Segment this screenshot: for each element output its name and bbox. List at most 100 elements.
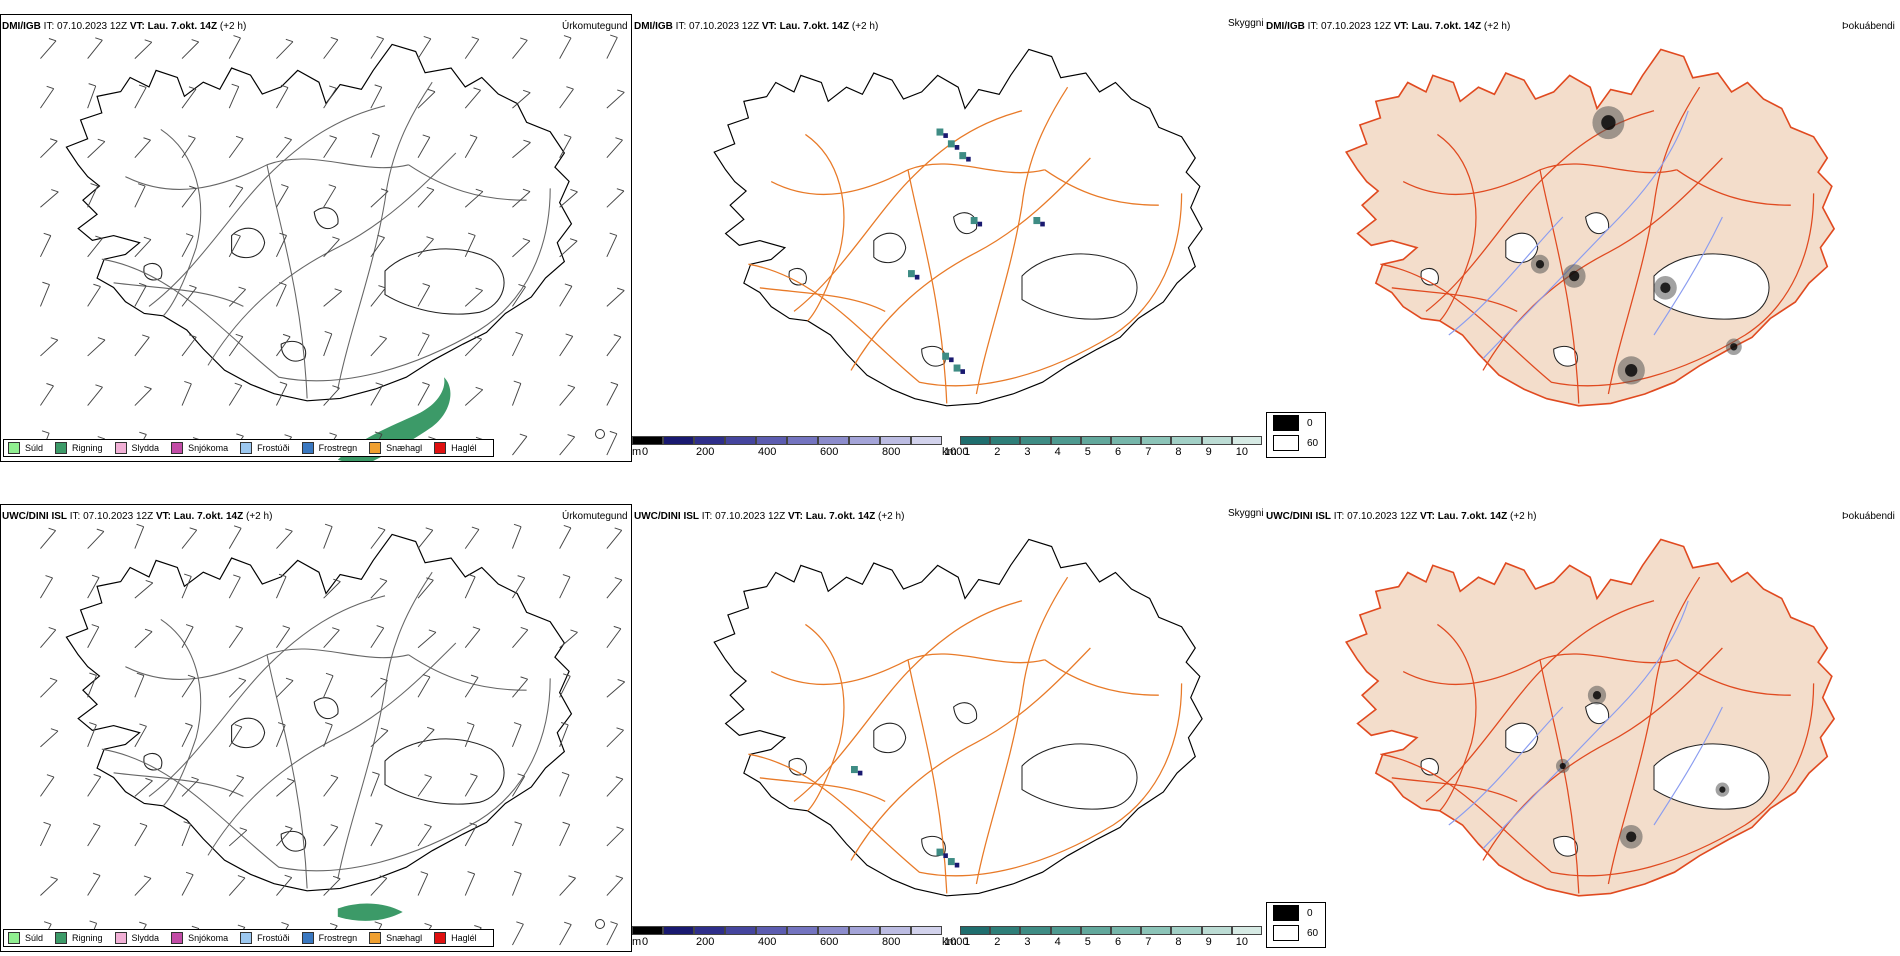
iceland-map	[65, 43, 573, 461]
legend-swatch	[240, 442, 253, 454]
height-tick-label: 1000	[944, 446, 969, 458]
legend-swatch	[171, 442, 184, 454]
glacier-outline	[143, 752, 163, 771]
visibility-panel-header: UWC/DINI ISL IT: 07.10.2023 12Z VT: Lau.…	[634, 511, 904, 522]
model-name: DMI/IGB	[1266, 21, 1305, 32]
visibility-patch	[947, 140, 955, 148]
visibility-map-svg	[713, 48, 1203, 407]
fog-panel-header: DMI/IGB IT: 07.10.2023 12Z VT: Lau. 7.ok…	[1266, 21, 1510, 32]
visibility-patch	[942, 352, 950, 360]
fog-map-svg	[1344, 538, 1836, 897]
precip-legend: Súld Rigning Slydda Snjókoma Frostúði Frostre…	[3, 439, 494, 457]
glacier-outline	[1653, 253, 1770, 320]
visibility-tick-label: 8	[1175, 446, 1182, 458]
height-color-cell	[787, 926, 818, 935]
precip-panel-title: Úrkomutegund	[562, 511, 628, 522]
height-color-cell	[632, 926, 663, 935]
legend-swatch	[8, 932, 20, 944]
height-tick-label: 800	[882, 936, 901, 948]
it-label: IT:	[1333, 511, 1345, 522]
visibility-patch	[959, 152, 967, 160]
road-line	[850, 157, 1091, 371]
fog-legend: 0 60	[1266, 902, 1326, 948]
visibility-map-svg	[713, 538, 1203, 897]
height-color-cell	[818, 926, 849, 935]
legend-swatch	[240, 932, 253, 944]
height-unit: m	[632, 446, 642, 458]
road-line	[101, 188, 551, 382]
road-line	[160, 618, 202, 807]
legend-swatch	[369, 442, 382, 454]
legend-swatch	[301, 932, 314, 944]
legend-swatch	[301, 442, 314, 454]
height-unit: m	[632, 936, 642, 948]
height-tick-label: 1000	[944, 936, 969, 948]
vt-value: Lau. 7.okt. 14Z	[173, 511, 244, 522]
height-tick-label: 0	[642, 936, 649, 948]
visibility-patch	[936, 848, 944, 856]
height-tick-label: 200	[696, 936, 715, 948]
fog-legend-item: 0	[1267, 903, 1325, 923]
visibility-color-cell	[1141, 436, 1172, 445]
visibility-color-cell	[1111, 436, 1142, 445]
iceland-map	[713, 48, 1203, 407]
precip-legend-item: Haglél	[434, 932, 477, 944]
river-line	[1448, 216, 1564, 336]
vt-value: Lau. 7.okt. 14Z	[1437, 511, 1508, 522]
visibility-patch	[970, 217, 978, 225]
fog-legend-swatch	[1273, 415, 1299, 431]
visibility-patch	[947, 858, 955, 866]
fog-panel-title: Þokuábendi	[1842, 511, 1895, 522]
visibility-panel-title: Skyggni	[1228, 508, 1264, 519]
road-line	[805, 133, 845, 322]
precip-legend-item: Frostúði	[240, 442, 290, 454]
vt-label: VT:	[1419, 511, 1435, 522]
road-line	[793, 110, 1023, 312]
model-name: UWC/DINI ISL	[2, 511, 67, 522]
road-line	[793, 600, 1023, 802]
height-color-cell	[756, 436, 787, 445]
legend-label: Slydda	[131, 443, 160, 453]
offset-label: (+2 h)	[1510, 511, 1537, 522]
road-line	[770, 653, 1045, 686]
visibility-color-cell	[1080, 436, 1111, 445]
precip-legend-item: Snjókoma	[171, 442, 228, 454]
calm-circle-icon	[595, 429, 605, 439]
visibility-patch	[953, 364, 961, 372]
legend-label: Haglél	[451, 933, 477, 943]
road-line	[1044, 169, 1159, 206]
visibility-tick-label: 5	[1084, 936, 1091, 948]
glacier-outline	[1420, 757, 1439, 776]
legend-swatch	[8, 442, 20, 454]
road-line	[408, 654, 527, 691]
fog-legend-label: 0	[1307, 417, 1313, 429]
visibility-color-cell	[990, 436, 1021, 445]
it-value: 07.10.2023 12Z	[83, 511, 154, 522]
visibility-color-cell	[960, 436, 991, 445]
road-line	[975, 86, 1069, 395]
precip-type-panel: Súld Rigning Slydda Snjókoma Frostúði Frostre…	[0, 14, 632, 462]
precip-legend: Súld Rigning Slydda Snjókoma Frostúði Frostre…	[3, 929, 494, 947]
precip-legend-item: Frostúði	[240, 932, 290, 944]
glacier-outline	[788, 757, 807, 776]
precip-legend-item: Snæhagl	[369, 442, 422, 454]
vt-label: VT:	[129, 21, 145, 32]
it-label: IT:	[701, 511, 713, 522]
road-line	[907, 169, 948, 404]
glacier-outline	[1021, 743, 1138, 810]
height-color-cell	[756, 926, 787, 935]
glacier-outline	[1505, 722, 1539, 754]
legend-label: Súld	[25, 933, 44, 943]
height-visibility-scale: m 0 200 400 600 800 1000 km 1 2 3 4 5 6 7 8 9 10	[632, 436, 1262, 466]
legend-label: Rigning	[72, 443, 103, 453]
fog-legend-item: 60	[1267, 923, 1325, 943]
offset-label: (+2 h)	[1483, 21, 1511, 32]
height-tick-label: 0	[642, 446, 649, 458]
fog-map-svg	[1344, 48, 1836, 407]
vt-value: Lau. 7.okt. 14Z	[1411, 21, 1482, 32]
glacier-outline	[143, 262, 163, 281]
legend-swatch	[55, 442, 68, 454]
glacier-outline	[873, 722, 907, 754]
river-line	[1448, 706, 1564, 826]
road-line	[408, 164, 527, 201]
